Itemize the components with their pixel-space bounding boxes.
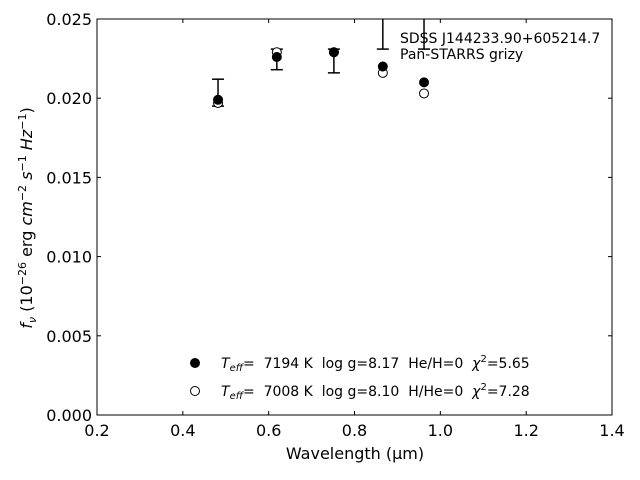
- data-points: [213, 47, 430, 108]
- model-point-filled: [328, 47, 339, 58]
- x-tick-label: 1.0: [428, 421, 453, 440]
- annotation-survey: Pan-STARRS grizy: [400, 47, 523, 63]
- y-tick-label: 0.010: [46, 248, 92, 267]
- svg-text:fν (10−26 erg cm−2 s−1 Hz−1): fν (10−26 erg cm−2 s−1 Hz−1): [16, 107, 39, 328]
- x-tick-label: 1.4: [599, 421, 624, 440]
- legend: Teff= 7194 K log g=8.17 He/H=0 χ2=5.65 T…: [190, 354, 530, 402]
- x-tick-label: 0.2: [84, 421, 109, 440]
- x-tick-label: 1.2: [513, 421, 538, 440]
- legend-marker-open: [190, 386, 200, 396]
- y-tick-label: 0.015: [46, 168, 92, 187]
- y-tick-label: 0.025: [46, 10, 92, 29]
- y-axis-label: fν (10−26 erg cm−2 s−1 Hz−1): [16, 107, 39, 328]
- x-axis-label: Wavelength (μm): [286, 444, 424, 463]
- legend-entry-1: Teff= 7194 K log g=8.17 He/H=0 χ2=5.65: [221, 354, 530, 374]
- error-bars: [212, 19, 431, 107]
- model-point-filled: [271, 52, 282, 63]
- x-tick-label: 0.6: [256, 421, 281, 440]
- y-tick-label: 0.005: [46, 327, 92, 346]
- legend-marker-filled: [190, 358, 200, 368]
- x-tick-label: 0.8: [342, 421, 367, 440]
- model-point-filled: [213, 94, 224, 105]
- model-point-filled: [377, 61, 388, 72]
- x-tick-label: 0.4: [170, 421, 195, 440]
- y-tick-label: 0.000: [46, 406, 92, 425]
- legend-entry-2: Teff= 7008 K log g=8.10 H/He=0 χ2=7.28: [221, 382, 530, 402]
- axis-ticks: 0.2 0.4 0.6 0.8 1.0 1.2 1.4 0.000 0.005 0.010 0.01…: [46, 10, 625, 440]
- model-point-open: [419, 88, 430, 99]
- model-point-filled: [419, 77, 430, 88]
- y-tick-label: 0.020: [46, 89, 92, 108]
- annotation-object-name: SDSS J144233.90+605214.7: [400, 31, 600, 47]
